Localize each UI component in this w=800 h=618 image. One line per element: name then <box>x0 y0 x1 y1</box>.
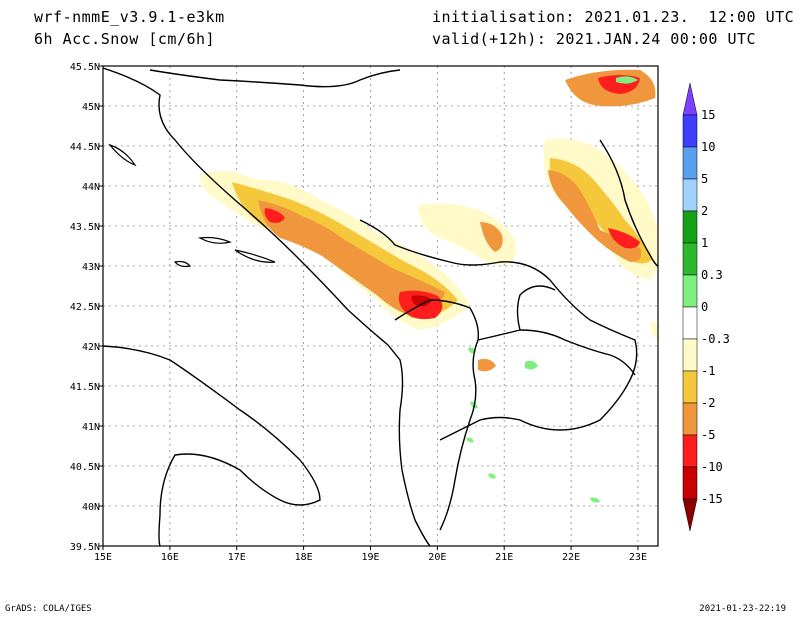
lon-tick-label: 18E <box>295 552 313 563</box>
islands <box>108 143 276 268</box>
colorbar-label: 5 <box>701 172 708 186</box>
colorbar-segment <box>682 178 698 212</box>
initialisation-time: initialisation: 2021.01.23. 12:00 UTC <box>432 8 795 26</box>
variable-title: 6h Acc.Snow [cm/6h] <box>34 30 216 48</box>
colorbar-label: -0.3 <box>701 332 730 346</box>
colorbar-segment <box>682 466 698 500</box>
lat-tick-label: 39.5N <box>70 542 100 553</box>
colorbar-bottom-arrow <box>682 498 698 532</box>
snow-area-carpathian <box>543 138 658 280</box>
lat-tick-label: 40N <box>82 502 100 513</box>
lat-tick-label: 42N <box>82 342 100 353</box>
lat-tick-label: 44.5N <box>70 142 100 153</box>
footer-software-credit: GrADS: COLA/IGES <box>5 604 92 614</box>
lon-tick-label: 23E <box>629 552 647 563</box>
lat-tick-label: 42.5N <box>70 302 100 313</box>
lon-tick-label: 16E <box>161 552 179 563</box>
latitude-labels: 39.5N 40N 40.5N 41N 41.5N 42N 42.5N 43N 43.5N 44N… <box>70 62 100 553</box>
colorbar-segment <box>682 434 698 468</box>
colorbar-label: 2 <box>701 204 708 218</box>
model-title: wrf-nmmE_v3.9.1-e3km <box>34 8 225 26</box>
colorbar-segment <box>682 274 698 308</box>
lon-tick-label: 22E <box>562 552 580 563</box>
colorbar-label: 15 <box>701 108 715 122</box>
lat-tick-label: 41N <box>82 422 100 433</box>
colorbar-label: 0 <box>701 300 708 314</box>
lat-tick-label: 44N <box>82 182 100 193</box>
lon-tick-label: 21E <box>495 552 513 563</box>
longitude-labels: 15E 16E 17E 18E 19E 20E 21E 22E 23E <box>94 552 647 563</box>
colorbar-label: -1 <box>701 364 715 378</box>
lat-tick-label: 45.5N <box>70 62 100 73</box>
lon-tick-label: 20E <box>428 552 446 563</box>
lat-tick-label: 41.5N <box>70 382 100 393</box>
colorbar-label: -10 <box>701 460 723 474</box>
map-frame <box>102 65 659 547</box>
lon-tick-label: 15E <box>94 552 112 563</box>
lat-tick-label: 45N <box>82 102 100 113</box>
colorbar-label: 1 <box>701 236 708 250</box>
colorbar-label: 0.3 <box>701 268 723 282</box>
snow-area-serbia <box>418 203 516 265</box>
lat-tick-label: 43N <box>82 262 100 273</box>
footer-timestamp: 2021-01-23-22:19 <box>699 604 786 614</box>
colorbar-segment <box>682 306 698 340</box>
colorbar-segment <box>682 338 698 372</box>
colorbar-label: -2 <box>701 396 715 410</box>
colorbar-segment <box>682 146 698 180</box>
colorbar-segment <box>682 114 698 148</box>
colorbar-segment <box>682 242 698 276</box>
colorbar-segment <box>682 370 698 404</box>
valid-time: valid(+12h): 2021.JAN.24 00:00 UTC <box>432 30 757 48</box>
snow-field <box>200 69 658 503</box>
lat-tick-label: 43.5N <box>70 222 100 233</box>
lon-tick-label: 19E <box>361 552 379 563</box>
colorbar-label: -5 <box>701 428 715 442</box>
snow-area-northeast <box>565 69 656 107</box>
lat-tick-label: 40.5N <box>70 462 100 473</box>
colorbar: 15 10 5 2 1 0.3 0 -0.3 -1 -2 -5 -10 -15 <box>682 82 730 532</box>
colorbar-segment <box>682 210 698 244</box>
coastlines-and-borders <box>103 67 658 546</box>
colorbar-label: -15 <box>701 492 723 506</box>
colorbar-label: 10 <box>701 140 715 154</box>
lon-tick-label: 17E <box>228 552 246 563</box>
colorbar-top-arrow <box>682 82 698 116</box>
colorbar-segment <box>682 402 698 436</box>
